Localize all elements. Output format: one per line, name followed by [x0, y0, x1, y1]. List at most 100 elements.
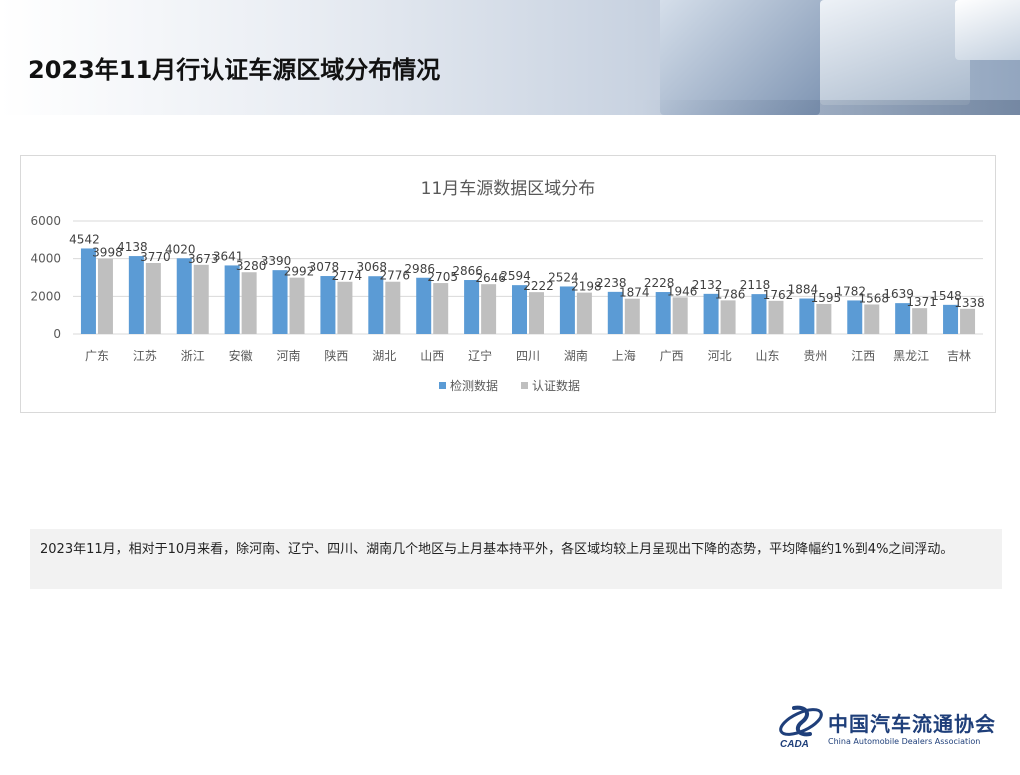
- bar-cert: [385, 281, 401, 334]
- data-label-detect: 2594: [500, 269, 531, 283]
- data-label-detect: 1639: [883, 287, 914, 301]
- y-tick-label: 0: [53, 327, 61, 341]
- bar-detect: [943, 304, 959, 334]
- chart-title: 11月车源数据区域分布: [421, 179, 596, 199]
- bar-cert: [912, 308, 928, 334]
- x-tick-label: 陕西: [324, 348, 348, 363]
- legend-label: 检测数据: [450, 378, 498, 393]
- bar-cert: [481, 284, 497, 334]
- chart-container: 11月车源数据区域分布 0 2000 4000 6000 4542 3998 广东 4138 37…: [20, 155, 996, 413]
- x-tick-label: 四川: [516, 349, 540, 363]
- data-label-cert: 2776: [380, 269, 411, 283]
- x-tick-label: 湖北: [372, 348, 396, 363]
- logo-name-en: China Automobile Dealers Association: [828, 737, 981, 746]
- logo-mark-text: CADA: [780, 739, 809, 750]
- cada-logo-icon: CADA: [779, 705, 823, 750]
- data-label-cert: 1338: [954, 296, 985, 310]
- bar-cert: [816, 303, 832, 334]
- bar-cert: [337, 281, 353, 334]
- bar-detect: [224, 265, 240, 334]
- data-label-detect: 4138: [117, 240, 148, 254]
- bar-cert: [97, 258, 113, 334]
- data-label-cert: 3998: [92, 246, 123, 260]
- data-label-detect: 1548: [931, 289, 962, 303]
- data-label-cert: 1874: [619, 286, 650, 300]
- legend-label: 认证数据: [532, 378, 580, 393]
- bar-detect: [176, 258, 192, 334]
- bar-detect: [847, 300, 863, 334]
- data-label-detect: 3078: [309, 260, 340, 274]
- data-label-cert: 2222: [523, 279, 554, 293]
- data-label-detect: 2118: [740, 278, 771, 292]
- bar-detect: [751, 294, 767, 334]
- bar-cert: [289, 277, 305, 334]
- data-label-detect: 2132: [692, 278, 723, 292]
- x-tick-label: 贵州: [803, 349, 827, 363]
- decor-cube: [660, 0, 820, 115]
- bar-cert: [768, 300, 784, 334]
- bar-cert: [241, 272, 257, 334]
- bar-cert: [624, 298, 640, 334]
- x-tick-label: 江西: [851, 349, 875, 363]
- bar-detect: [703, 293, 719, 334]
- bar-detect: [80, 248, 96, 334]
- x-tick-label: 安徽: [229, 348, 253, 363]
- bar-detect: [272, 270, 288, 334]
- bar-detect: [416, 277, 432, 334]
- x-tick-label: 上海: [612, 348, 636, 363]
- bar-cert: [864, 304, 880, 334]
- bar-cert: [576, 292, 592, 334]
- bar-detect: [368, 276, 384, 334]
- x-tick-label: 山西: [420, 349, 444, 363]
- x-tick-label: 河北: [708, 349, 732, 363]
- bar-cert: [720, 300, 736, 334]
- data-label-detect: 2524: [548, 270, 579, 284]
- data-label-cert: 1568: [858, 291, 889, 305]
- decor-cube: [955, 0, 1020, 60]
- data-label-detect: 3641: [213, 249, 244, 263]
- bar-cert: [433, 283, 449, 334]
- data-label-cert: 2198: [571, 280, 602, 294]
- x-tick-label: 吉林: [947, 349, 971, 363]
- cada-logo: CADA 中国汽车流通协会 China Automobile Dealers A…: [776, 700, 1008, 755]
- x-tick-label: 山东: [755, 349, 779, 363]
- y-tick-label: 6000: [30, 214, 61, 228]
- data-label-detect: 4542: [69, 232, 100, 246]
- bar-cert: [529, 292, 544, 334]
- data-label-cert: 1762: [763, 288, 794, 302]
- x-tick-label: 江苏: [133, 349, 157, 363]
- data-label-cert: 2774: [332, 269, 363, 283]
- bar-cert: [960, 308, 976, 334]
- x-tick-label: 广西: [660, 349, 684, 363]
- page-title: 2023年11月行认证车源区域分布情况: [28, 56, 441, 84]
- data-label-cert: 1946: [667, 284, 698, 298]
- data-label-detect: 2238: [596, 276, 627, 290]
- header-banner: 2023年11月行认证车源区域分布情况: [0, 0, 1020, 115]
- bar-detect: [464, 280, 480, 334]
- x-tick-label: 河南: [277, 348, 301, 363]
- data-label-cert: 1786: [715, 287, 746, 301]
- data-label-cert: 2992: [284, 265, 315, 279]
- data-label-cert: 3770: [140, 250, 171, 264]
- data-label-detect: 2866: [452, 264, 483, 278]
- decor-shadow: [640, 100, 1020, 115]
- data-label-detect: 2228: [644, 276, 675, 290]
- bar-detect: [512, 285, 527, 334]
- data-label-detect: 3068: [357, 260, 388, 274]
- data-label-cert: 2705: [427, 270, 458, 284]
- bar-detect: [799, 298, 815, 334]
- data-label-detect: 1782: [835, 284, 866, 298]
- data-label-detect: 3390: [261, 254, 292, 268]
- data-label-detect: 2986: [404, 262, 435, 276]
- y-tick-label: 2000: [30, 289, 61, 303]
- data-label-cert: 2646: [475, 271, 506, 285]
- x-tick-label: 湖南: [564, 348, 588, 363]
- bar-cert: [145, 262, 161, 334]
- x-tick-label: 辽宁: [468, 348, 492, 363]
- bar-detect: [320, 276, 336, 334]
- x-tick-label: 黑龙江: [893, 349, 929, 363]
- bar-detect: [607, 291, 623, 334]
- decor-cube: [820, 0, 970, 105]
- bar-cert: [672, 297, 688, 334]
